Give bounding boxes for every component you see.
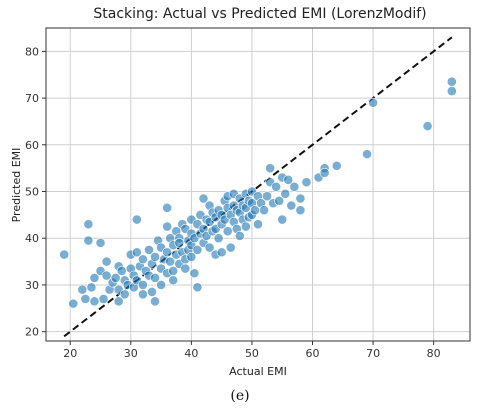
- scatter-point: [80, 294, 91, 304]
- scatter-point: [213, 233, 224, 244]
- scatter-point: [422, 121, 433, 132]
- scatter-point: [319, 167, 330, 178]
- scatter-point: [89, 273, 100, 283]
- x-tick-label: 30: [124, 347, 138, 360]
- y-ticks: 20 30 40 50 60 70 80: [25, 45, 46, 339]
- scatter-point: [446, 76, 457, 87]
- scatter-point: [174, 237, 185, 248]
- scatter-point: [301, 177, 312, 188]
- scatter-point: [283, 174, 294, 185]
- scatter-point: [83, 219, 94, 230]
- scatter-point: [119, 289, 130, 300]
- scatter-point: [368, 97, 378, 108]
- scatter-point: [86, 282, 97, 293]
- scatter-point: [222, 226, 233, 237]
- scatter-point: [446, 86, 457, 96]
- scatter-point: [204, 242, 215, 253]
- scatter-point: [89, 296, 100, 307]
- scatter-point: [150, 273, 160, 283]
- scatter-point: [138, 254, 148, 265]
- scatter-point: [295, 205, 306, 216]
- scatter-point: [110, 273, 121, 283]
- scatter-point: [144, 245, 154, 255]
- scatter-point: [286, 200, 297, 211]
- scatter-point: [59, 249, 70, 260]
- scatter-point: [192, 245, 203, 255]
- scatter-point: [95, 237, 106, 248]
- scatter-point: [101, 270, 112, 281]
- scatter-point: [277, 214, 288, 225]
- scatter-point: [116, 266, 127, 276]
- plot-frame: [45, 27, 471, 342]
- x-tick-label: 40: [184, 347, 198, 360]
- scatter-point: [253, 219, 263, 230]
- scatter-point: [113, 296, 124, 307]
- scatter-point: [101, 256, 112, 267]
- x-tick-label: 20: [63, 347, 77, 360]
- scatter-point: [289, 181, 300, 192]
- x-ticks: 20 30 40 50 60 70 80: [63, 341, 441, 360]
- scatter-point: [198, 193, 209, 204]
- scatter-point: [156, 280, 166, 290]
- scatter-point: [234, 230, 245, 241]
- scatter-point: [240, 221, 251, 232]
- x-tick-label: 70: [366, 347, 380, 360]
- y-tick-label: 80: [25, 45, 39, 58]
- y-tick-label: 30: [25, 279, 39, 292]
- scatter-point: [168, 275, 179, 286]
- scatter-point: [162, 202, 173, 213]
- scatter-point: [331, 160, 342, 171]
- scatter-point: [150, 296, 160, 307]
- x-axis-label: Actual EMI: [229, 365, 287, 378]
- scatter-point: [162, 221, 173, 232]
- scatter-point: [265, 163, 276, 174]
- scatter-point: [162, 247, 173, 258]
- x-tick-label: 80: [427, 347, 441, 360]
- scatter-point: [274, 195, 285, 206]
- x-tick-label: 50: [245, 347, 259, 360]
- scatter-point: [68, 298, 79, 309]
- scatter-point: [98, 294, 109, 304]
- y-tick-label: 70: [25, 92, 39, 105]
- scatter-point: [262, 191, 272, 202]
- scatter-point: [83, 235, 94, 246]
- y-tick-label: 40: [25, 232, 39, 245]
- y-tick-label: 60: [25, 139, 39, 152]
- scatter-point: [138, 289, 148, 300]
- scatter-point: [77, 284, 88, 295]
- scatter-point: [150, 252, 160, 262]
- scatter-point: [225, 242, 236, 253]
- scatter-point: [131, 247, 142, 258]
- scatter-point: [362, 149, 372, 160]
- scatter-point: [165, 256, 176, 267]
- y-tick-label: 20: [25, 326, 39, 339]
- scatter-point: [216, 247, 227, 258]
- x-tick-label: 60: [306, 347, 320, 360]
- scatter-point: [192, 282, 203, 293]
- figure-caption: (e): [230, 388, 249, 404]
- scatter-point: [147, 287, 157, 297]
- chart-title: Stacking: Actual vs Predicted EMI (Loren…: [93, 6, 426, 22]
- y-tick-label: 50: [25, 186, 39, 199]
- scatter-point: [295, 193, 306, 204]
- scatter-point: [280, 188, 291, 199]
- y-axis-label: Predicted EMI: [10, 148, 23, 223]
- points: [59, 76, 457, 309]
- scatter-point: [271, 181, 282, 192]
- scatter-point: [259, 205, 269, 216]
- scatter-point: [131, 214, 142, 225]
- scatter-point: [138, 280, 148, 290]
- scatter-point: [189, 268, 200, 279]
- scatter-point: [186, 252, 197, 262]
- grid: [46, 28, 470, 341]
- scatter-point: [180, 263, 191, 274]
